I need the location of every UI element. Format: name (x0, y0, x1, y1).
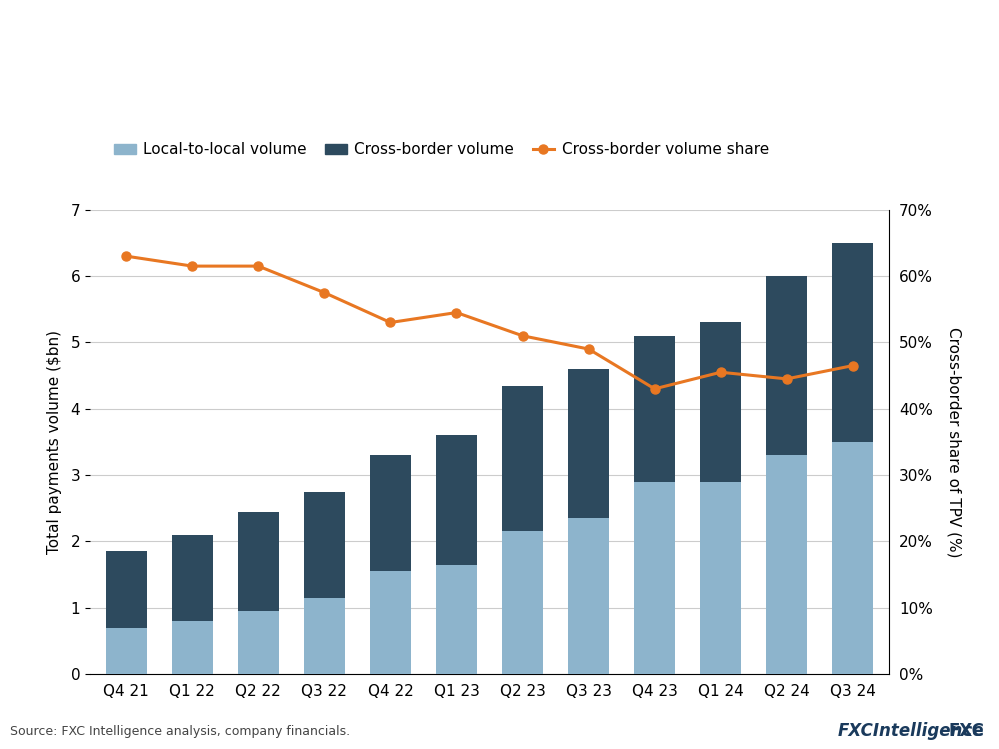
Bar (700, 323, 741, 482)
Bar (832, 442, 873, 674)
Bar (766, 455, 807, 674)
Bar (172, 621, 213, 674)
Bar (700, 482, 741, 674)
Bar (568, 369, 609, 518)
Bar (172, 535, 213, 621)
Bar (238, 512, 279, 611)
Text: FXCIntelligence: FXCIntelligence (837, 722, 984, 740)
Legend: Local-to-local volume, Cross-border volume, Cross-border volume share: Local-to-local volume, Cross-border volu… (108, 136, 775, 163)
Bar (238, 611, 279, 674)
Bar (436, 435, 477, 565)
Bar (370, 571, 411, 674)
Text: Source: FXC Intelligence analysis, company financials.: Source: FXC Intelligence analysis, compa… (10, 725, 350, 738)
Bar (502, 386, 543, 532)
Bar (634, 482, 675, 674)
Text: dLocal cross-border volume reaches $3bn in Q3 2024: dLocal cross-border volume reaches $3bn … (13, 24, 887, 52)
Y-axis label: Cross-border share of TPV (%): Cross-border share of TPV (%) (947, 327, 962, 557)
Bar (304, 598, 345, 674)
Bar (106, 628, 147, 674)
Bar (568, 518, 609, 674)
Text: FXC: FXC (948, 722, 984, 740)
Bar (634, 336, 675, 482)
Bar (436, 565, 477, 674)
Text: dLocal quarterly local-to-local and cross-border total payments volume: dLocal quarterly local-to-local and cros… (13, 86, 654, 105)
Bar (766, 276, 807, 455)
Bar (304, 491, 345, 598)
Bar (832, 243, 873, 442)
Bar (106, 551, 147, 628)
Bar (370, 455, 411, 571)
Bar (502, 532, 543, 674)
Y-axis label: Total payments volume ($bn): Total payments volume ($bn) (47, 330, 62, 554)
